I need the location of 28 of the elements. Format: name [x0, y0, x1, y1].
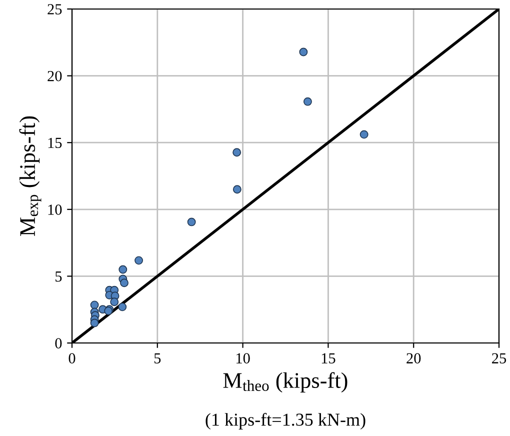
y-tick-label: 5: [56, 271, 62, 282]
point: [120, 278, 128, 288]
y-tick-label: 10: [48, 204, 62, 215]
y-tick-label: 15: [48, 138, 62, 148]
point: [232, 148, 242, 157]
point: [110, 298, 119, 306]
x-tick-label: 25: [492, 353, 506, 364]
point: [303, 97, 312, 106]
y-tick-label: 0: [55, 338, 62, 348]
point: [118, 302, 127, 312]
point: [134, 256, 144, 265]
point: [118, 265, 128, 274]
x-tick-label: 10: [236, 353, 250, 364]
point: [90, 318, 99, 328]
point: [90, 300, 99, 310]
point: [232, 185, 242, 194]
y-tick-label: 25: [48, 4, 62, 14]
point: [360, 130, 368, 139]
y-axis-title: M$_{exp}$ (kips-ft): [19, 116, 42, 236]
x-axis-title: M$_{theo}$ (kips-ft): [223, 372, 348, 393]
x-tick-label: 0: [68, 353, 76, 364]
x-tick-label: 20: [406, 353, 421, 364]
y-tick-label: 20: [48, 70, 62, 82]
x-tick-label: 15: [322, 353, 336, 364]
point: [299, 48, 308, 56]
text: (1 kips-ft=1.35 kN-m): [206, 412, 366, 430]
point: [187, 218, 196, 226]
x-tick-label: 5: [154, 353, 161, 364]
